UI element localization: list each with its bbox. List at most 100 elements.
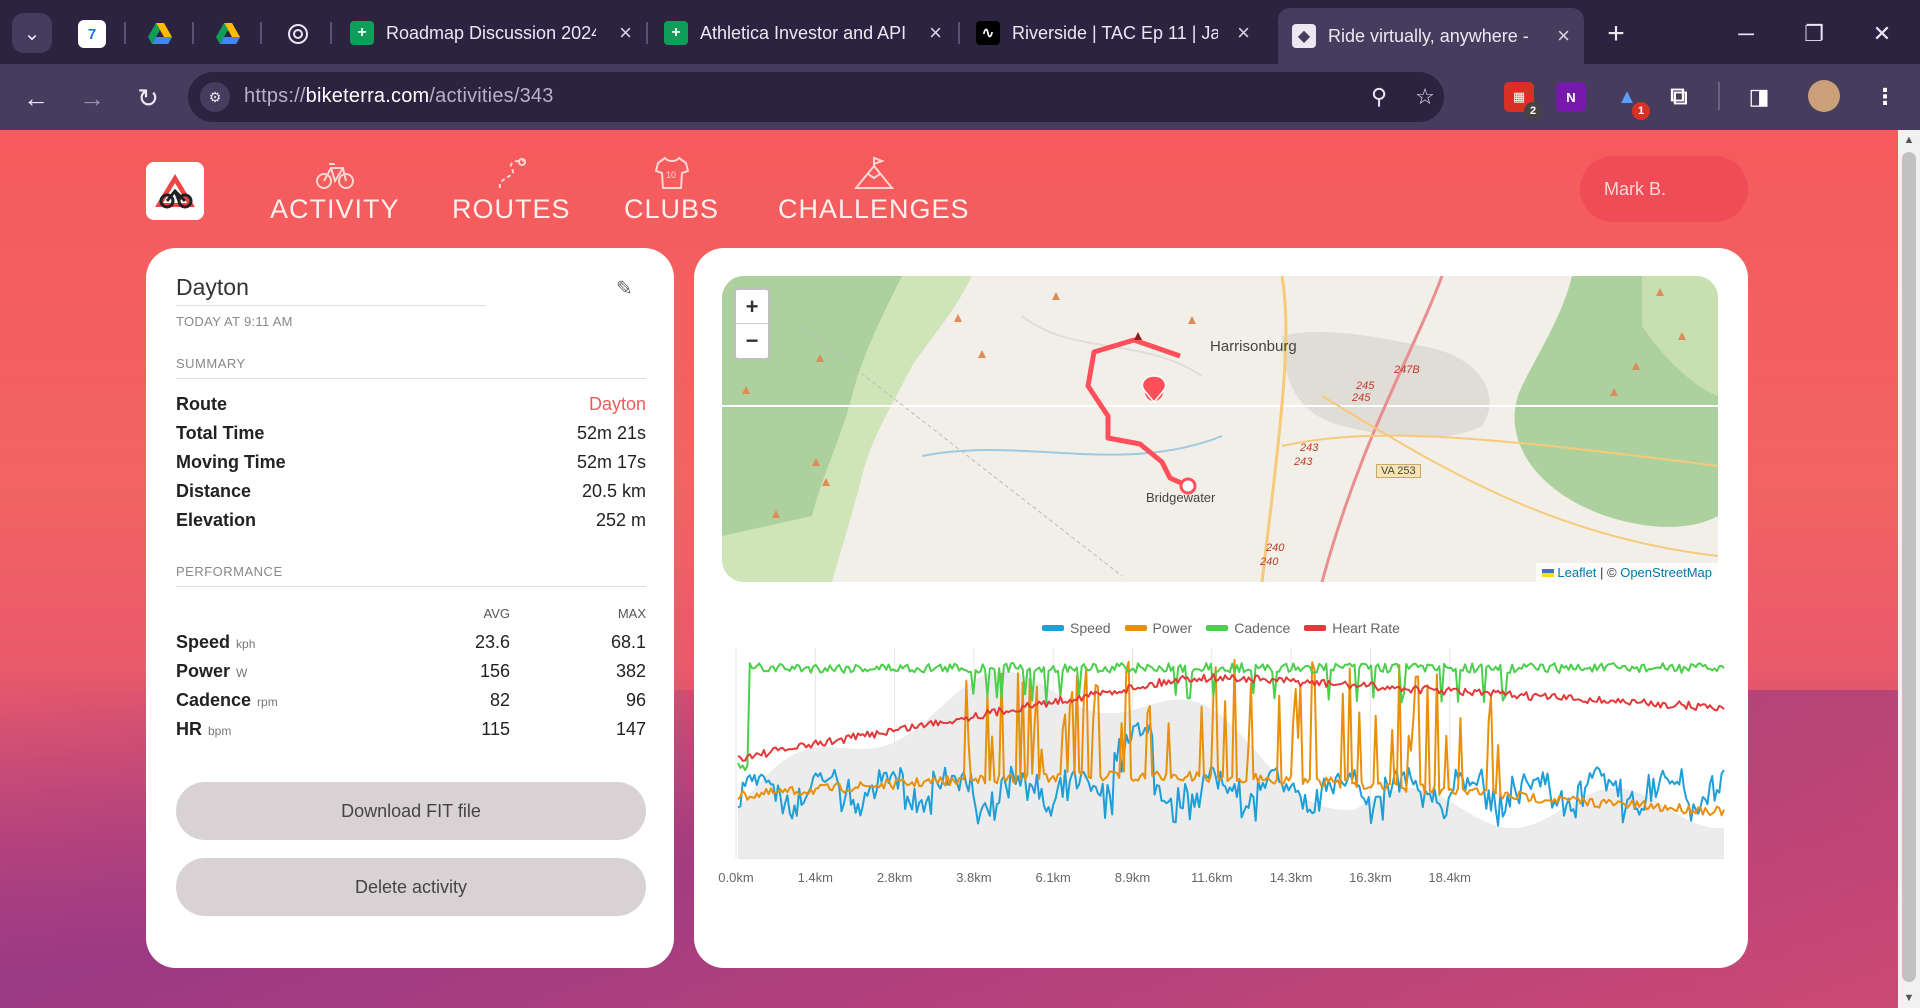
nav-challenges[interactable]: CHALLENGES <box>778 150 970 225</box>
url-host: biketerra.com <box>305 85 430 107</box>
url-scheme: https:// <box>244 85 306 107</box>
close-icon[interactable]: × <box>929 20 942 45</box>
legend-item-cadence[interactable]: Cadence <box>1206 620 1290 636</box>
pinned-tab-drive-1[interactable] <box>146 20 174 48</box>
close-icon[interactable]: × <box>1237 20 1250 45</box>
extensions-button[interactable]: ⧉ <box>1664 82 1694 112</box>
new-tab-button[interactable]: + <box>1596 14 1636 54</box>
sheets-icon: + <box>664 21 688 45</box>
arrow-left-icon: ← <box>23 82 49 113</box>
chatgpt-icon <box>288 24 308 44</box>
extension-onenote[interactable]: N <box>1556 82 1586 112</box>
pinned-tab-chatgpt[interactable] <box>284 20 312 48</box>
route-link[interactable]: Dayton <box>588 394 646 414</box>
max-value: 68.1 <box>610 632 646 652</box>
row-key: Distance <box>176 481 252 501</box>
nav-label: ROUTES <box>452 194 571 224</box>
extension-todoist[interactable]: ▦ 2 <box>1504 82 1542 120</box>
performance-heading: PERFORMANCE <box>176 564 283 579</box>
pinned-tab-drive-2[interactable] <box>214 20 242 48</box>
map-label-exit: 247B <box>1394 364 1420 376</box>
tab-divider <box>330 22 332 44</box>
summary-row-moving-time: Moving Time 52m 17s <box>176 452 646 476</box>
biketerra-icon: ◆ <box>1292 24 1316 48</box>
elevation-area <box>738 671 1724 858</box>
leaflet-link[interactable]: Leaflet <box>1557 565 1597 580</box>
close-window-button[interactable]: ✕ <box>1862 14 1902 54</box>
close-icon[interactable]: × <box>1557 23 1570 48</box>
row-key: HR <box>176 719 202 739</box>
bookmark-button[interactable]: ☆ <box>1410 82 1440 112</box>
reload-button[interactable]: ↻ <box>128 78 168 118</box>
summary-row-elevation: Elevation 252 m <box>176 510 646 534</box>
download-fit-button[interactable]: Download FIT file <box>176 782 646 840</box>
chevron-down-icon: ⌄ <box>23 22 41 45</box>
back-button[interactable]: ← <box>16 78 56 118</box>
page-scrollbar[interactable]: ▲ ▼ <box>1898 130 1920 1008</box>
zoom-button[interactable]: ⚲ <box>1364 82 1394 112</box>
avg-column-header: AVG <box>483 606 511 621</box>
close-icon[interactable]: × <box>619 20 632 45</box>
divider <box>176 378 646 379</box>
tab-title: Roadmap Discussion 2024 <box>386 22 596 43</box>
scroll-thumb[interactable] <box>1902 152 1916 982</box>
forward-button[interactable]: → <box>72 78 112 118</box>
pinned-tab-calendar[interactable]: 7 <box>78 20 106 48</box>
pencil-icon[interactable]: ✎ <box>616 278 633 300</box>
osm-link[interactable]: OpenStreetMap <box>1620 565 1712 580</box>
site-info-button[interactable]: ⚙ <box>200 82 230 112</box>
plus-icon: + <box>1607 17 1625 50</box>
activity-title-input[interactable]: Dayton <box>176 274 486 306</box>
address-bar[interactable]: ⚙ https://biketerra.com/activities/343 ⚲… <box>188 72 1444 122</box>
browser-tab-bar: ⌄ 7 + Roadmap Discussion 2024 × + Athlet… <box>0 0 1920 64</box>
nav-clubs[interactable]: 10 CLUBS <box>624 150 719 225</box>
extension-badge: 2 <box>1524 102 1542 120</box>
user-menu-button[interactable]: Mark B. <box>1580 156 1748 222</box>
legend-item-speed[interactable]: Speed <box>1042 620 1111 636</box>
divider <box>176 586 646 587</box>
avg-value: 23.6 <box>474 632 510 652</box>
activity-date: TODAY AT 9:11 AM <box>176 314 293 329</box>
nav-activity[interactable]: ACTIVITY <box>270 150 400 225</box>
legend-item-power[interactable]: Power <box>1124 620 1192 636</box>
star-icon: ☆ <box>1415 84 1435 109</box>
tab-biketerra[interactable]: ◆ Ride virtually, anywhere - × <box>1278 8 1584 64</box>
tab-roadmap[interactable]: + Roadmap Discussion 2024 × <box>350 13 636 53</box>
profile-avatar[interactable] <box>1808 80 1840 112</box>
url-path: /activities/343 <box>429 85 554 107</box>
tab-riverside[interactable]: ∿ Riverside | TAC Ep 11 | Jan × <box>976 13 1254 53</box>
kebab-menu-icon: ⋮ <box>1874 84 1896 109</box>
minimize-button[interactable]: ─ <box>1726 14 1766 54</box>
biketerra-logo[interactable] <box>146 162 204 220</box>
activity-details-card: Dayton ✎ TODAY AT 9:11 AM SUMMARY Route D… <box>146 248 674 968</box>
zoom-out-button[interactable]: − <box>745 328 759 353</box>
route-map[interactable]: Harrisonburg Bridgewater VA 253 247B 245… <box>722 276 1718 582</box>
tab-divider <box>260 22 262 44</box>
browser-menu-button[interactable]: ⋮ <box>1870 82 1900 112</box>
tab-search-button[interactable]: ⌄ <box>12 13 52 53</box>
legend-label: Cadence <box>1234 620 1291 636</box>
perf-row-cadence: Cadence rpm 82 96 <box>176 690 646 714</box>
max-value: 96 <box>625 690 646 710</box>
calendar-icon: 7 <box>87 25 97 43</box>
x-tick-label: 16.3km <box>1349 870 1392 885</box>
side-panel-button[interactable]: ◨ <box>1744 82 1774 112</box>
drive-icon <box>148 23 172 44</box>
scroll-up-arrow[interactable]: ▲ <box>1903 134 1915 146</box>
extension-acrobat[interactable]: ▲ 1 <box>1612 82 1650 120</box>
minimize-icon: ─ <box>1738 21 1754 46</box>
scroll-down-arrow[interactable]: ▼ <box>1903 992 1915 1004</box>
nav-routes[interactable]: ROUTES <box>452 150 571 225</box>
nav-label: CHALLENGES <box>778 194 970 224</box>
delete-activity-button[interactable]: Delete activity <box>176 858 646 916</box>
activity-chart[interactable]: 0.0km 1.4km 2.8km 3.8km 6.1km 8.9km 11.6km 14.3… <box>694 248 1748 968</box>
legend-item-heart-rate[interactable]: Heart Rate <box>1304 620 1400 636</box>
restore-button[interactable]: ❐ <box>1794 14 1834 54</box>
x-tick-label: 6.1km <box>1035 870 1070 885</box>
zoom-in-button[interactable]: + <box>736 290 768 324</box>
tab-athletica[interactable]: + Athletica Investor and API × <box>664 13 946 53</box>
activity-visuals-card: Harrisonburg Bridgewater VA 253 247B 245… <box>694 248 1748 968</box>
url-text[interactable]: https://biketerra.com/activities/343 <box>244 85 554 108</box>
legend-swatch <box>1304 625 1327 631</box>
legend-swatch <box>1042 625 1065 631</box>
